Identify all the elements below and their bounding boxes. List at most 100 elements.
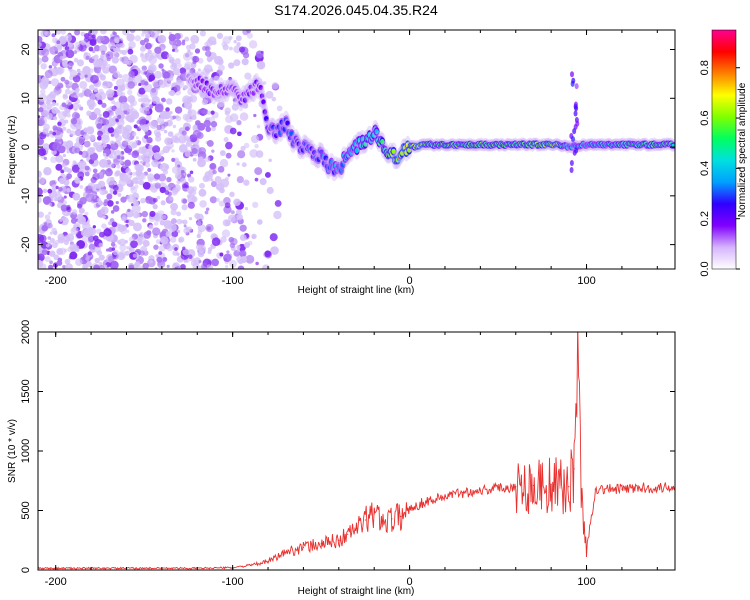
noise-speckle [55, 154, 64, 163]
noise-speckle [154, 103, 164, 113]
noise-speckle [47, 80, 52, 85]
noise-speckle [127, 48, 134, 55]
noise-speckle [262, 81, 267, 85]
noise-speckle [239, 251, 246, 258]
spectrogram-y-tick-label: 10 [20, 92, 32, 104]
noise-speckle [236, 162, 240, 166]
noise-speckle [78, 43, 87, 52]
noise-speckle [65, 104, 70, 109]
noise-speckle [80, 40, 87, 46]
noise-speckle [119, 244, 127, 252]
noise-speckle [154, 46, 162, 54]
noise-speckle [202, 46, 207, 51]
noise-speckle [194, 48, 201, 54]
noise-speckle [219, 252, 224, 257]
noise-speckle [228, 214, 236, 223]
colorbar-tick-label: 0.2 [699, 211, 711, 226]
noise-speckle [180, 170, 185, 174]
noise-speckle [166, 176, 172, 183]
ridge-flare [570, 71, 575, 78]
snr-point [515, 486, 517, 488]
noise-speckle [211, 258, 220, 267]
noise-speckle [113, 47, 117, 52]
snr-point [444, 495, 446, 497]
noise-speckle [48, 202, 53, 207]
noise-speckle [228, 46, 233, 51]
noise-speckle [269, 233, 278, 242]
noise-speckle [227, 173, 231, 177]
noise-speckle [120, 224, 127, 231]
noise-speckle [131, 150, 139, 159]
snr-x-tick-label: 100 [577, 576, 595, 588]
spectrogram-y-tick-label: -10 [20, 188, 32, 204]
noise-speckle [142, 181, 151, 190]
noise-speckle [164, 137, 172, 146]
noise-speckle [216, 32, 224, 40]
noise-speckle [38, 170, 42, 178]
noise-speckle [152, 197, 158, 203]
noise-speckle [140, 53, 145, 58]
noise-speckle [127, 115, 135, 123]
noise-speckle [238, 243, 246, 252]
snr-point [355, 527, 358, 529]
noise-speckle [127, 81, 135, 89]
noise-speckle [66, 99, 72, 106]
noise-speckle [242, 30, 249, 36]
noise-speckle [197, 68, 201, 72]
noise-speckle [182, 198, 188, 204]
noise-speckle [149, 120, 159, 129]
noise-speckle [174, 266, 178, 269]
noise-speckle [156, 116, 165, 124]
noise-speckle [224, 220, 231, 226]
noise-speckle [231, 103, 239, 111]
noise-speckle [38, 196, 42, 204]
ridge-core [360, 136, 365, 142]
noise-speckle [210, 110, 215, 115]
noise-speckle [134, 163, 142, 171]
noise-speckle [241, 58, 249, 66]
noise-speckle [139, 39, 146, 46]
noise-speckle [149, 210, 156, 217]
ridge-core [279, 119, 285, 125]
noise-speckle [156, 30, 162, 33]
noise-speckle [114, 171, 120, 177]
noise-speckle [100, 50, 106, 55]
noise-speckle [200, 263, 208, 269]
noise-speckle [111, 221, 118, 228]
noise-speckle [69, 89, 78, 98]
noise-speckle [70, 117, 78, 125]
noise-speckle [160, 200, 166, 206]
noise-speckle [102, 66, 110, 74]
noise-speckle [107, 123, 112, 127]
noise-speckle [138, 179, 145, 186]
ridge-flare [575, 120, 580, 127]
snr-point [462, 492, 464, 494]
noise-speckle [188, 217, 193, 221]
noise-speckle [175, 115, 179, 119]
noise-speckle [84, 211, 89, 216]
noise-speckle [198, 108, 203, 114]
noise-speckle [156, 195, 161, 200]
noise-speckle [138, 87, 146, 95]
noise-speckle [244, 206, 249, 211]
noise-speckle [237, 150, 246, 159]
noise-speckle [149, 259, 154, 264]
noise-speckle [236, 213, 243, 221]
noise-speckle [45, 243, 50, 248]
noise-speckle [132, 222, 142, 232]
noise-speckle [152, 145, 161, 154]
noise-speckle [127, 208, 131, 213]
ridge-core [671, 143, 675, 148]
snr-point [585, 551, 588, 553]
noise-speckle [169, 236, 177, 243]
noise-speckle [248, 40, 258, 49]
noise-speckle [55, 163, 63, 171]
noise-speckle [97, 99, 103, 105]
noise-speckle [137, 155, 143, 161]
noise-speckle [43, 222, 48, 226]
noise-speckle [64, 258, 71, 265]
noise-speckle [55, 102, 59, 107]
noise-speckle [56, 248, 64, 256]
noise-speckle [158, 79, 168, 89]
ridge-core [380, 139, 385, 145]
